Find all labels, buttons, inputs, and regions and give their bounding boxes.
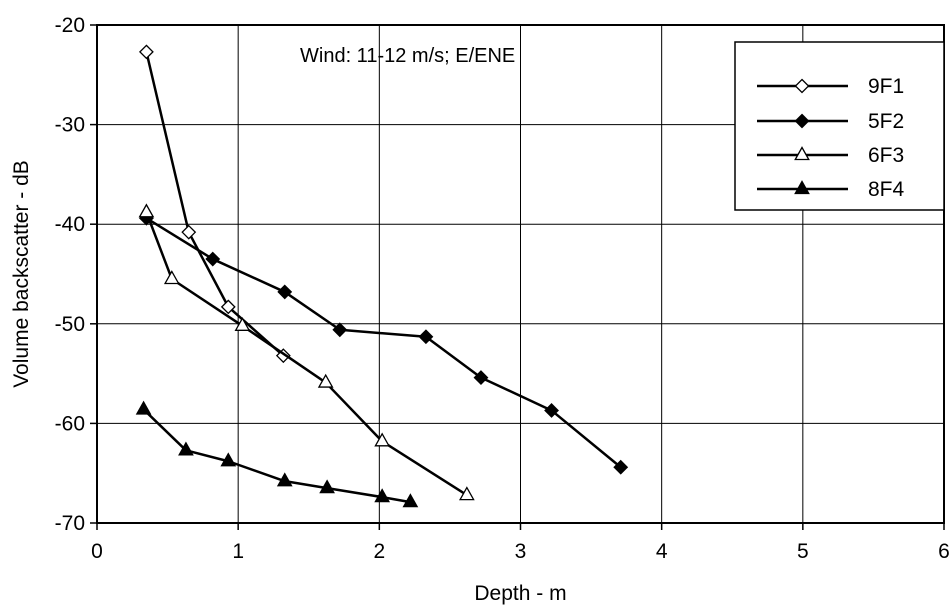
y-tick-label: -40 [55, 213, 85, 236]
y-tick-label: -30 [55, 114, 85, 137]
x-tick-label: 6 [938, 540, 950, 563]
data-point [138, 44, 154, 60]
y-tick-label: -50 [55, 313, 85, 336]
x-tick-label: 5 [797, 540, 809, 563]
data-point [234, 316, 251, 331]
legend-item-6F3: 6F3 [757, 144, 904, 167]
data-point [794, 180, 810, 195]
data-point [138, 203, 155, 218]
legend-item-8F4: 8F4 [757, 178, 905, 201]
series-8F4 [135, 400, 419, 508]
legend-label: 8F4 [868, 178, 905, 201]
data-point [205, 251, 221, 267]
series-line [145, 211, 468, 497]
data-point [319, 479, 335, 494]
legend-label: 5F2 [868, 110, 904, 133]
series-layer [135, 44, 629, 508]
series-line [145, 217, 622, 469]
data-point [374, 432, 391, 447]
y-axis-label: Volume backscatter - dB [10, 160, 33, 388]
data-point [418, 329, 434, 345]
legend-item-9F1: 9F1 [757, 75, 904, 98]
data-point [544, 403, 559, 418]
x-axis-label: Depth - m [474, 582, 566, 605]
data-point [613, 459, 629, 475]
series-9F1 [138, 44, 291, 364]
y-tick-label: -60 [55, 412, 85, 435]
data-point [374, 488, 391, 503]
y-tick-label: -20 [55, 14, 85, 37]
data-point [277, 284, 293, 300]
data-point [473, 370, 489, 386]
x-tick-label: 1 [232, 540, 244, 563]
legend-box [734, 41, 945, 211]
data-point [178, 441, 194, 456]
data-point [458, 486, 475, 501]
x-tick-label: 4 [656, 540, 668, 563]
legend-item-5F2: 5F2 [757, 110, 904, 133]
data-point [181, 224, 197, 240]
data-point [135, 400, 152, 415]
data-point [402, 493, 419, 508]
series-5F2 [138, 210, 629, 475]
data-point [163, 270, 180, 285]
legend: 9F1 5F2 6F3 8F4 [734, 41, 945, 211]
x-tick-label: 3 [515, 540, 527, 563]
x-tick-label: 0 [91, 540, 103, 563]
data-point [794, 78, 810, 94]
grid [90, 24, 945, 530]
data-point [794, 146, 810, 161]
series-line [145, 51, 285, 357]
data-point [220, 452, 237, 467]
data-point [332, 322, 348, 338]
plot-frame [96, 24, 945, 524]
data-point [794, 113, 810, 129]
data-point [276, 472, 293, 487]
data-point [317, 373, 334, 388]
y-tick-label: -70 [55, 512, 85, 535]
data-point [220, 299, 236, 315]
x-tick-label: 2 [373, 540, 385, 563]
legend-label: 9F1 [868, 75, 904, 98]
tick-labels: 0 1 2 3 4 5 6 -70 -60 -50 -40 -30 -20 [55, 14, 950, 563]
series-6F3 [138, 203, 475, 501]
wind-annotation: Wind: 11-12 m/s; E/ENE [300, 45, 515, 67]
legend-label: 6F3 [868, 144, 904, 167]
